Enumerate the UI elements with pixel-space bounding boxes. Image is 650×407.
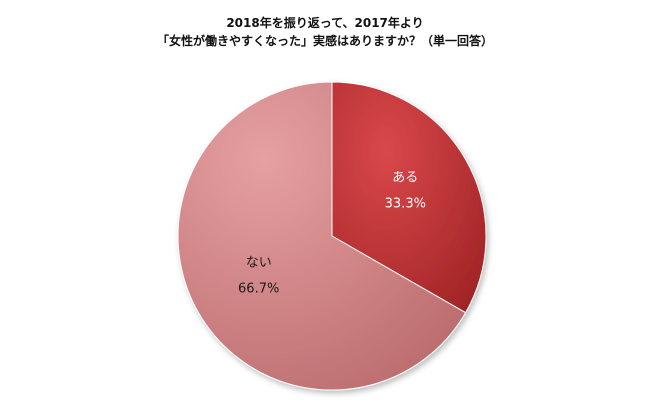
pie-slice-2 (177, 81, 467, 391)
chart-title-line-2: 「女性が働きやすくなった」実感はありますか？（単一回答） (156, 34, 493, 48)
slice-value-label-2: 66.7% (238, 281, 279, 296)
slice-category-label-2: ない (246, 255, 272, 270)
chart-title: 2018年を振り返って、2017年より 「女性が働きやすくなった」実感はあります… (0, 14, 650, 50)
slice-category-label-1: ある (392, 171, 418, 186)
chart-title-line-1: 2018年を振り返って、2017年より (226, 16, 424, 30)
slice-value-label-1: 33.3% (385, 197, 426, 212)
pie-slice-1 (331, 81, 487, 314)
